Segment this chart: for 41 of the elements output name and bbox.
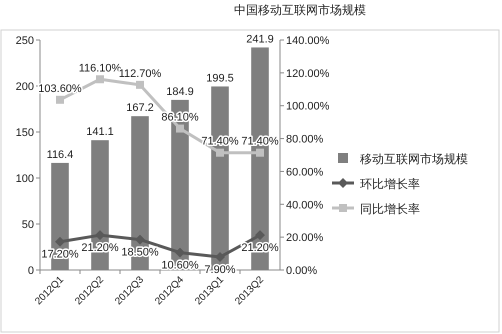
legend-label: 同比增长率 [360,202,420,216]
point [215,252,225,262]
y2-tick-label: 140.00% [286,35,330,47]
y-tick-label: 250 [16,35,34,47]
point [136,80,144,89]
point [135,234,145,245]
data-label: 116.4 [46,148,74,161]
legend-label: 环比增长率 [360,177,420,191]
y-tick-label: 50 [22,219,34,231]
data-label: 71.40% [201,136,239,148]
y-tick-label: 200 [16,81,34,93]
y2-tick-label: 0.00% [286,265,318,277]
y-tick-label: 150 [16,127,34,139]
y2-tick-label: 80.00% [286,134,324,146]
data-label: 199.5 [206,72,234,84]
y2-tick-label: 40.00% [286,199,324,212]
point [95,230,105,240]
point [55,236,65,247]
point [255,230,265,240]
data-label: 21.20% [241,242,279,254]
y2-tick-label: 20.00% [286,232,324,244]
data-label: 167.2 [126,102,154,114]
chart-title: 中国移动互联网市场规模 [234,3,366,17]
legend-label: 移动互联网市场规模 [360,152,468,166]
y-tick-label: 100 [16,173,34,185]
point [56,96,64,104]
point [256,148,264,157]
data-label: 141.1 [86,126,114,138]
data-label: 103.60% [38,82,82,95]
point [216,148,224,157]
data-label: 241.9 [246,33,274,46]
data-label: 7.90% [204,264,236,276]
point [175,248,185,258]
data-label: 184.9 [166,86,194,98]
y-tick-label: 0 [28,265,34,277]
y2-tick-label: 100.00% [286,100,330,113]
point [96,75,104,84]
y2-tick-label: 60.00% [286,166,324,178]
y2-tick-label: 120.00% [286,68,330,80]
point [176,124,184,133]
data-label: 86.10% [161,112,199,124]
